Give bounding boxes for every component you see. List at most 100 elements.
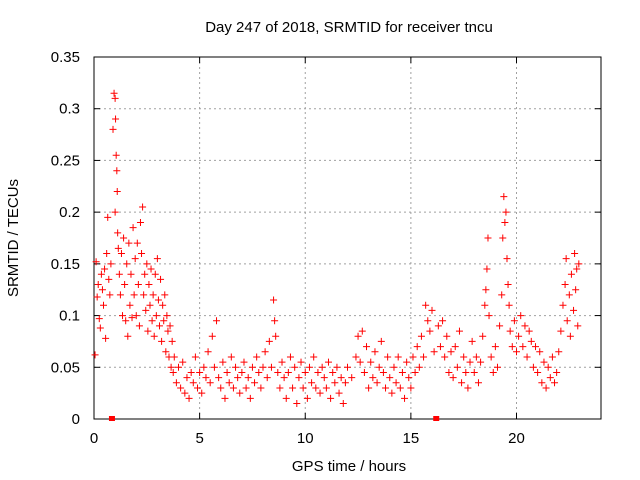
data-point (120, 234, 128, 242)
data-point (565, 291, 573, 299)
data-point (441, 353, 449, 361)
data-point (540, 358, 548, 366)
data-point (341, 379, 349, 387)
data-point (485, 312, 493, 320)
grid-lines (94, 57, 601, 419)
data-point (428, 306, 436, 314)
data-point (563, 317, 571, 325)
data-point (390, 363, 398, 371)
data-point (327, 394, 335, 402)
data-point (210, 363, 218, 371)
data-point (112, 151, 120, 159)
data-point (570, 306, 578, 314)
data-point (183, 374, 191, 382)
data-point (259, 363, 267, 371)
data-point (177, 384, 185, 392)
data-point (483, 265, 491, 273)
data-point (555, 348, 563, 356)
data-point (158, 337, 166, 345)
data-point (538, 379, 546, 387)
data-point (227, 353, 235, 361)
data-point (422, 301, 430, 309)
data-point (455, 327, 463, 335)
data-point (548, 353, 556, 361)
x-tick-label: 5 (195, 430, 203, 447)
data-point (575, 260, 583, 268)
y-tick-label: 0.05 (51, 359, 80, 376)
data-point (367, 358, 375, 366)
data-point (544, 363, 552, 371)
data-point (125, 239, 133, 247)
data-point (140, 291, 148, 299)
data-point (462, 368, 470, 376)
data-point (265, 337, 273, 345)
data-point (213, 317, 221, 325)
data-point (503, 255, 511, 263)
data-point (484, 234, 492, 242)
data-point (161, 291, 169, 299)
data-point (175, 363, 182, 371)
data-point (257, 384, 265, 392)
data-point (562, 255, 570, 263)
data-point (371, 348, 379, 356)
data-point (377, 337, 385, 345)
data-point (154, 296, 162, 304)
data-point (386, 374, 394, 382)
data-point (253, 353, 261, 361)
data-point (574, 322, 582, 330)
data-point (314, 368, 322, 376)
data-point (232, 363, 240, 371)
data-point (398, 368, 406, 376)
data-point (289, 384, 297, 392)
data-point (523, 353, 531, 361)
y-tick-label: 0.1 (59, 308, 80, 325)
data-point (144, 327, 152, 335)
data-point (272, 332, 280, 340)
y-tick-label: 0.3 (59, 101, 80, 118)
y-tick-label: 0.15 (51, 256, 80, 273)
data-point (344, 363, 351, 371)
data-point (128, 314, 136, 322)
data-point (119, 312, 127, 320)
data-point (447, 348, 455, 356)
data-point (413, 343, 421, 351)
y-axis-label: SRMTID / TECUs (5, 179, 22, 297)
data-point (318, 363, 326, 371)
data-point (181, 389, 189, 397)
data-point (129, 224, 137, 232)
data-point (430, 348, 438, 356)
data-point (163, 312, 171, 320)
data-point (117, 250, 125, 258)
x-tick-label: 10 (297, 430, 314, 447)
data-point (138, 250, 146, 258)
data-point (295, 374, 303, 382)
data-point (105, 275, 113, 283)
data-point (571, 250, 579, 258)
y-tick-label: 0.2 (59, 204, 80, 221)
data-point (155, 322, 163, 330)
data-point (113, 167, 121, 175)
data-point (434, 322, 442, 330)
data-point (500, 193, 508, 201)
data-point (508, 343, 516, 351)
data-point (472, 353, 480, 361)
axis-ticks (93, 56, 601, 420)
data-point (360, 368, 368, 376)
x-tick-label: 0 (90, 430, 98, 447)
data-point (305, 363, 313, 371)
data-point (502, 208, 510, 216)
data-point (519, 343, 527, 351)
gap-marker (433, 416, 440, 421)
data-point (468, 337, 476, 345)
data-point (196, 368, 204, 376)
data-point (379, 368, 387, 376)
data-point (114, 244, 122, 252)
data-point (401, 394, 409, 402)
data-point (274, 368, 282, 376)
data-point (93, 293, 101, 301)
data-point (229, 384, 237, 392)
data-point (464, 384, 472, 392)
data-point (202, 374, 210, 382)
data-point (200, 363, 208, 371)
data-point (157, 275, 165, 283)
